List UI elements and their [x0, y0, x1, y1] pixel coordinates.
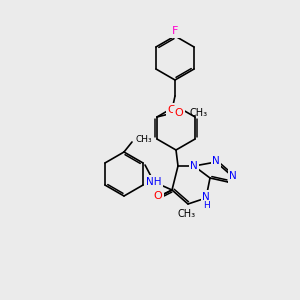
Text: CH₃: CH₃	[178, 209, 196, 219]
Text: N: N	[202, 192, 210, 202]
Text: O: O	[175, 108, 183, 118]
Text: H: H	[202, 202, 209, 211]
Text: O: O	[154, 191, 162, 201]
Text: F: F	[172, 26, 178, 36]
Text: N: N	[229, 171, 237, 181]
Text: O: O	[168, 105, 176, 115]
Text: NH: NH	[146, 177, 162, 187]
Text: CH₃: CH₃	[136, 134, 153, 143]
Text: N: N	[190, 161, 198, 171]
Text: CH₃: CH₃	[190, 108, 208, 118]
Text: N: N	[212, 156, 220, 166]
